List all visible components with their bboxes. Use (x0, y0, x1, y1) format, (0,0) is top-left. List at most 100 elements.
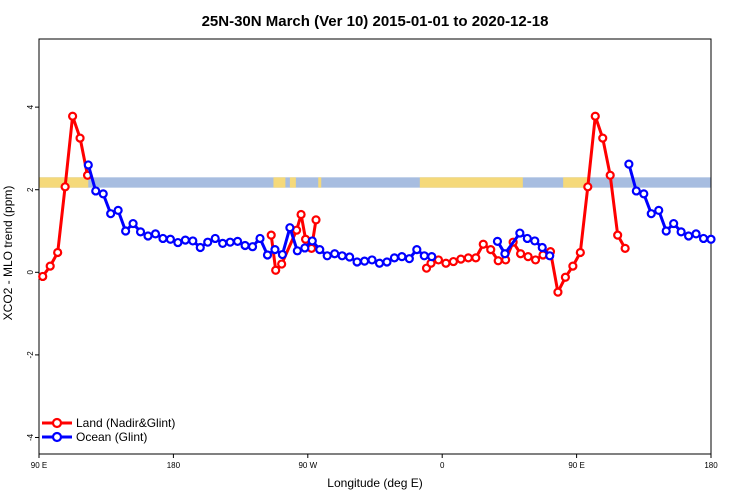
y-tick-label: 0 (26, 270, 35, 275)
data-point-0 (67, 111, 78, 121)
data-point-1 (307, 236, 317, 246)
data-point-1 (676, 227, 686, 237)
data-point-1 (698, 233, 709, 244)
data-point-0 (441, 258, 451, 268)
series-line-0 (425, 114, 627, 294)
data-point-0 (45, 261, 55, 271)
legend: Land (Nadir&Glint)Ocean (Glint) (42, 416, 175, 444)
data-point-0 (60, 182, 70, 192)
land-band-segment (273, 177, 286, 188)
x-tick-label: 90 W (298, 461, 317, 470)
data-point-1 (255, 233, 265, 244)
data-point-1 (322, 251, 332, 261)
data-point-1 (624, 159, 634, 169)
data-point-0 (53, 247, 63, 258)
data-point-1 (374, 258, 385, 268)
land-band-segment (419, 177, 523, 188)
data-point-1 (262, 250, 273, 260)
y-tick-label: 2 (26, 187, 35, 192)
data-point-0 (560, 272, 571, 282)
data-point-1 (165, 234, 176, 244)
data-point-0 (530, 255, 541, 265)
data-point-0 (456, 254, 466, 264)
data-point-1 (218, 238, 228, 249)
data-point-0 (296, 209, 306, 220)
x-axis-title: Longitude (deg E) (327, 476, 422, 490)
data-point-0 (605, 170, 615, 180)
data-point-1 (180, 235, 190, 245)
data-series (38, 111, 716, 297)
ocean-band (39, 177, 711, 188)
data-point-1 (404, 254, 414, 264)
data-point-1 (270, 244, 280, 255)
data-point-0 (486, 244, 496, 255)
legend-marker-1 (51, 431, 63, 443)
data-point-1 (397, 252, 407, 262)
data-point-1 (188, 236, 198, 246)
data-point-1 (225, 237, 235, 247)
data-point-1 (113, 205, 123, 215)
data-point-1 (330, 249, 340, 259)
data-point-0 (575, 247, 585, 258)
data-point-1 (345, 252, 355, 262)
land-band-segment (318, 177, 322, 188)
y-tick-label: -2 (26, 351, 35, 359)
data-point-1 (337, 251, 347, 261)
data-point-1 (352, 257, 362, 267)
data-point-0 (266, 230, 276, 240)
data-point-1 (91, 186, 101, 196)
data-point-1 (661, 226, 671, 236)
x-tick-label: 90 E (31, 461, 47, 470)
data-point-1 (203, 237, 213, 247)
legend-label-0: Land (Nadir&Glint) (76, 416, 175, 430)
data-point-1 (315, 244, 325, 255)
data-point-1 (412, 244, 422, 255)
data-point-1 (515, 228, 525, 238)
x-tick-label: 90 E (568, 461, 584, 470)
legend-marker-0 (51, 417, 63, 429)
x-tick-label: 180 (704, 461, 718, 470)
data-point-0 (478, 239, 488, 249)
data-point-1 (382, 257, 392, 267)
data-point-1 (121, 226, 131, 236)
data-point-1 (530, 236, 540, 246)
axes: 90 E 180 90 W 0 90 E 180 -4 -2 0 2 4 (26, 38, 718, 470)
data-point-1 (669, 218, 679, 229)
data-point-0 (463, 253, 473, 263)
data-point-0 (448, 256, 458, 267)
data-point-1 (500, 249, 510, 259)
data-point-1 (492, 236, 503, 246)
data-point-1 (639, 189, 649, 199)
data-point-0 (620, 243, 630, 253)
data-point-1 (106, 209, 116, 219)
data-point-1 (128, 218, 138, 229)
data-point-0 (311, 215, 321, 225)
data-point-1 (706, 234, 716, 244)
data-point-1 (195, 242, 205, 253)
data-point-0 (523, 252, 533, 262)
data-point-0 (553, 287, 563, 297)
data-point-1 (537, 242, 547, 253)
data-point-1 (691, 229, 701, 239)
data-point-0 (433, 255, 444, 265)
data-point-0 (583, 182, 593, 192)
x-tick-label: 0 (440, 461, 445, 470)
plot-frame (38, 38, 712, 455)
data-point-1 (545, 251, 555, 261)
data-point-0 (590, 111, 600, 121)
y-axis-title: XCO2 - MLO trend (ppm) (1, 186, 15, 321)
data-point-1 (631, 186, 641, 196)
data-point-1 (285, 223, 295, 233)
data-point-1 (98, 189, 108, 199)
x-tick-label: 180 (167, 461, 181, 470)
data-point-1 (359, 256, 370, 266)
data-point-1 (173, 237, 183, 248)
data-point-1 (427, 252, 437, 262)
data-point-0 (568, 261, 578, 271)
data-point-1 (389, 253, 400, 263)
data-point-1 (135, 227, 146, 237)
data-point-0 (515, 249, 526, 259)
data-point-1 (210, 233, 220, 244)
y-tick-label: -4 (26, 433, 35, 441)
